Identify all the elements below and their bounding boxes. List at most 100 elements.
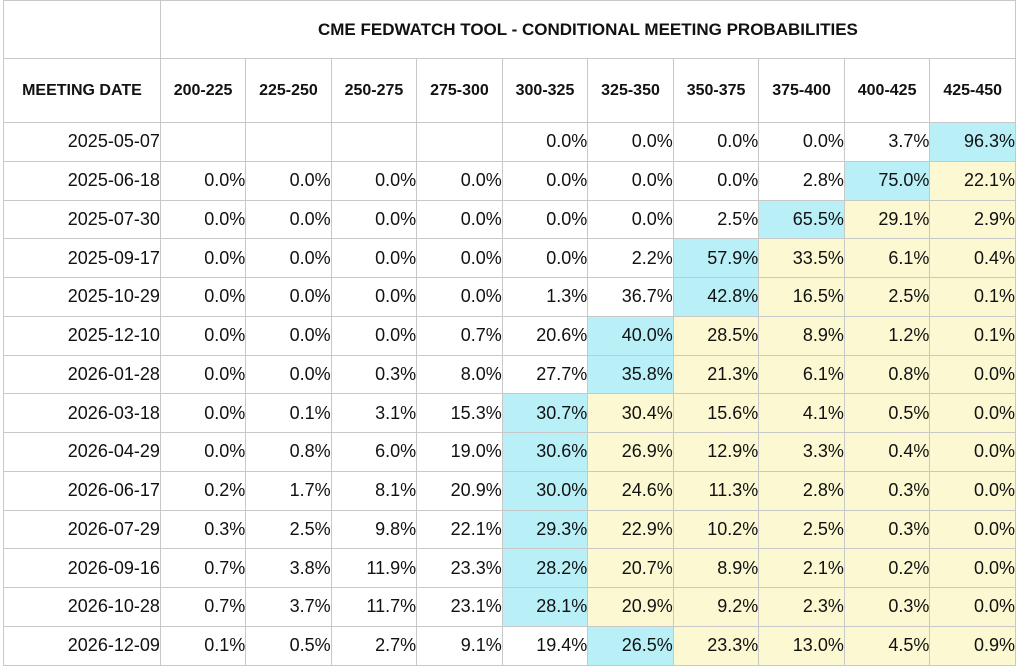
table-row: 2026-07-29 0.3% 2.5% 9.8% 22.1% 29.3% 22.9% 10.… xyxy=(3,509,1016,550)
probability-cell xyxy=(245,122,332,162)
probability-cell: 20.7% xyxy=(587,548,674,588)
corner-cell xyxy=(3,0,161,59)
meeting-date-cell: 2026-06-17 xyxy=(3,470,161,511)
probability-cell: 0.1% xyxy=(929,315,1016,356)
probability-cell: 0.5% xyxy=(245,625,332,666)
probability-cell: 20.9% xyxy=(416,470,503,511)
table-row: 2026-06-17 0.2% 1.7% 8.1% 20.9% 30.0% 24.6% 11.… xyxy=(3,470,1016,511)
probability-cell: 9.1% xyxy=(416,625,503,666)
meeting-date-cell: 2026-09-16 xyxy=(3,548,161,588)
probability-cell: 12.9% xyxy=(672,432,760,472)
meeting-date-cell: 2026-07-29 xyxy=(3,509,161,550)
table-title: CME FEDWATCH TOOL - CONDITIONAL MEETING … xyxy=(159,0,1016,59)
probability-cell: 11.3% xyxy=(672,470,760,511)
range-header-200-225: 200-225 xyxy=(159,58,247,123)
meeting-date-cell: 2025-12-10 xyxy=(3,315,161,356)
probability-cell: 0.0% xyxy=(416,160,503,201)
probability-cell: 2.5% xyxy=(843,277,931,317)
probability-cell: 11.9% xyxy=(330,548,418,588)
meeting-date-cell: 2025-06-18 xyxy=(3,160,161,201)
probability-cell: 0.2% xyxy=(159,470,247,511)
probability-cell: 0.1% xyxy=(159,625,247,666)
table-row: 2026-04-29 0.0% 0.8% 6.0% 19.0% 30.6% 26.9% 12.… xyxy=(3,432,1016,472)
probability-cell: 30.4% xyxy=(587,393,674,433)
table-row: 2026-10-28 0.7% 3.7% 11.7% 23.1% 28.1% 20.9% 9.… xyxy=(3,587,1016,627)
meeting-date-header: MEETING DATE xyxy=(3,58,161,123)
meeting-date-cell: 2025-09-17 xyxy=(3,238,161,278)
probability-cell: 0.0% xyxy=(929,587,1016,627)
probability-cell: 2.1% xyxy=(758,548,845,588)
probability-cell: 0.0% xyxy=(159,354,247,395)
probability-cell: 0.1% xyxy=(245,393,332,433)
probability-cell: 0.0% xyxy=(159,277,247,317)
probability-cell: 0.0% xyxy=(672,160,760,201)
probability-cell: 0.7% xyxy=(159,587,247,627)
probability-cell: 0.2% xyxy=(843,548,931,588)
probability-cell: 30.7% xyxy=(501,393,589,433)
probability-cell: 2.2% xyxy=(587,238,674,278)
probability-cell: 0.0% xyxy=(330,160,418,201)
probability-cell: 0.3% xyxy=(843,470,931,511)
meeting-date-cell: 2025-05-07 xyxy=(3,122,161,162)
probability-cell: 0.4% xyxy=(843,432,931,472)
probability-cell: 8.9% xyxy=(672,548,760,588)
probability-cell: 1.3% xyxy=(501,277,589,317)
probability-cell: 30.6% xyxy=(501,432,589,472)
probability-cell: 0.0% xyxy=(929,393,1016,433)
meeting-date-cell: 2026-03-18 xyxy=(3,393,161,433)
probability-cell: 4.1% xyxy=(758,393,845,433)
probability-cell: 2.8% xyxy=(758,470,845,511)
probability-cell: 0.1% xyxy=(929,277,1016,317)
probability-cell: 28.2% xyxy=(501,548,589,588)
probability-cell: 0.0% xyxy=(159,238,247,278)
probability-cell: 0.0% xyxy=(929,354,1016,395)
probability-cell: 19.4% xyxy=(501,625,589,666)
range-header-250-275: 250-275 xyxy=(330,58,418,123)
probability-cell: 0.0% xyxy=(159,199,247,240)
table-row: 2026-03-18 0.0% 0.1% 3.1% 15.3% 30.7% 30.4% 15.… xyxy=(3,393,1016,433)
probability-cell: 0.0% xyxy=(929,470,1016,511)
table-body: 2025-05-07 0.0% 0.0% 0.0% 0.0% 3.7% 96.3% 2025-… xyxy=(3,122,1016,666)
probability-cell: 8.9% xyxy=(758,315,845,356)
meeting-date-cell: 2026-01-28 xyxy=(3,354,161,395)
probability-cell: 2.8% xyxy=(758,160,845,201)
probability-cell: 0.0% xyxy=(159,393,247,433)
probability-cell: 0.0% xyxy=(416,199,503,240)
probability-cell: 2.5% xyxy=(245,509,332,550)
range-header-275-300: 275-300 xyxy=(416,58,503,123)
probability-cell: 2.9% xyxy=(929,199,1016,240)
probability-cell: 22.9% xyxy=(587,509,674,550)
probability-cell: 0.0% xyxy=(416,238,503,278)
probability-cell: 0.5% xyxy=(843,393,931,433)
probability-cell: 0.3% xyxy=(330,354,418,395)
probability-cell: 2.5% xyxy=(672,199,760,240)
probability-cell: 0.8% xyxy=(245,432,332,472)
probability-cell: 42.8% xyxy=(672,277,760,317)
probability-cell: 23.3% xyxy=(672,625,760,666)
meeting-date-cell: 2025-10-29 xyxy=(3,277,161,317)
probability-cell: 0.0% xyxy=(159,315,247,356)
probability-cell: 0.0% xyxy=(929,548,1016,588)
probability-cell: 28.1% xyxy=(501,587,589,627)
probability-cell: 30.0% xyxy=(501,470,589,511)
probability-cell: 15.3% xyxy=(416,393,503,433)
fedwatch-probability-table: CME FEDWATCH TOOL - CONDITIONAL MEETING … xyxy=(3,0,1016,666)
probability-cell: 0.0% xyxy=(501,122,589,162)
probability-cell: 0.0% xyxy=(501,160,589,201)
range-header-325-350: 325-350 xyxy=(587,58,674,123)
probability-cell: 96.3% xyxy=(929,122,1016,162)
probability-cell: 0.0% xyxy=(245,277,332,317)
probability-cell: 0.0% xyxy=(501,238,589,278)
probability-cell: 0.0% xyxy=(245,354,332,395)
meeting-date-cell: 2026-04-29 xyxy=(3,432,161,472)
probability-cell: 26.5% xyxy=(587,625,674,666)
probability-cell: 15.6% xyxy=(672,393,760,433)
range-header-425-450: 425-450 xyxy=(929,58,1016,123)
probability-cell: 3.3% xyxy=(758,432,845,472)
probability-cell: 33.5% xyxy=(758,238,845,278)
probability-cell: 0.0% xyxy=(929,509,1016,550)
probability-cell: 0.8% xyxy=(843,354,931,395)
table-row: 2025-06-18 0.0% 0.0% 0.0% 0.0% 0.0% 0.0% 0.0% 2.… xyxy=(3,160,1016,201)
range-header-300-325: 300-325 xyxy=(501,58,589,123)
probability-cell: 0.4% xyxy=(929,238,1016,278)
